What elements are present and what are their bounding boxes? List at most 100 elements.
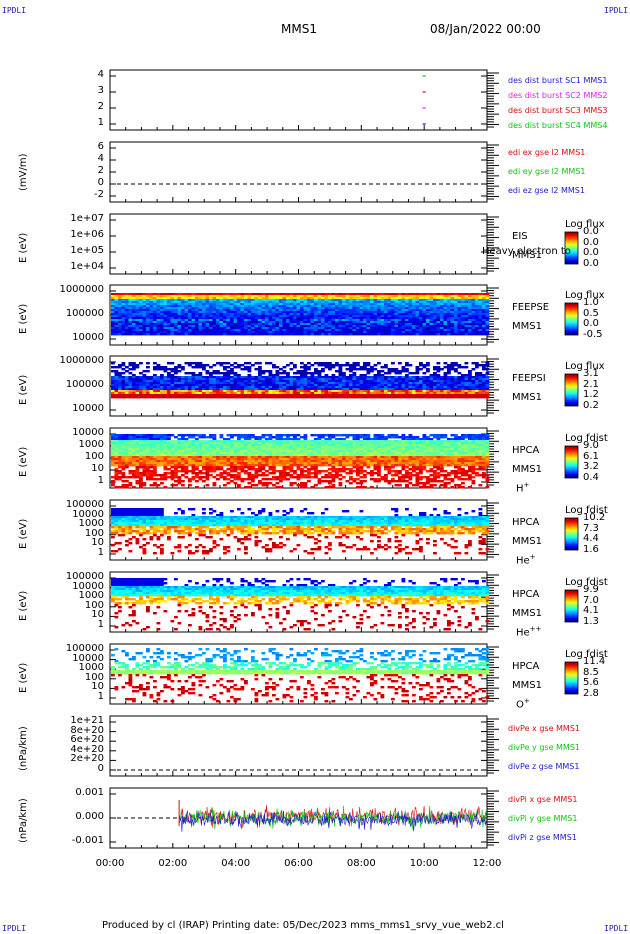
spectrogram-cell [433,325,437,328]
spectrogram-cell [475,299,479,302]
spectrogram-cell [335,384,339,387]
spectrogram-cell [422,293,427,296]
spectrogram-cell [198,325,203,328]
spectrogram-cell [387,315,392,318]
spectrogram-cell [114,331,119,334]
spectrogram-cell [275,301,280,304]
spectrogram-cell [349,309,353,312]
spectrogram-cell [216,386,220,389]
spectrogram-cell [142,319,147,322]
spectrogram-cell [349,293,353,296]
spectrogram-cell [461,392,465,395]
spectrogram-cell [457,382,462,385]
spectrogram-cell [349,315,353,318]
spectrogram-cell [219,384,224,387]
spectrogram-cell [359,317,364,320]
spectrogram-cell [212,305,217,308]
spectrogram-cell [307,317,311,320]
spectrogram-cell [454,309,458,312]
spectrogram-cell [156,366,161,369]
spectrogram-cell [293,382,297,385]
spectrogram-cell [226,394,231,397]
spectrogram-cell [314,311,318,314]
spectrogram-cell [275,329,280,332]
spectrogram-cell [132,329,136,332]
spectrogram-cell [230,368,234,371]
spectrogram-cell [226,392,231,395]
spectrogram-cell [303,325,308,328]
spectrogram-cell [156,303,161,306]
spectrogram-cell [457,366,462,369]
spectrogram-cell [258,396,262,399]
spectrogram-cell [230,388,234,391]
spectrogram-cell [244,303,248,306]
spectrogram-cell [128,327,133,330]
spectrogram-cell [146,370,150,373]
spectrogram-cell [457,327,462,330]
spectrogram-cell [170,295,175,298]
spectrogram-cell [380,366,385,369]
spectrogram-cell [156,309,161,312]
spectrogram-cell [282,301,287,304]
spectrogram-cell [111,384,115,387]
spectrogram-cell [366,301,371,304]
spectrogram-cell [471,313,476,316]
spectrogram-cell [485,311,490,314]
spectrogram-cell [314,301,318,304]
spectrogram-cell [114,313,119,316]
spectrogram-cell [471,309,476,312]
spectrogram-cell [296,327,301,330]
spectrogram-cell [433,311,437,314]
spectrogram-cell [300,331,304,334]
spectrogram-cell [132,297,136,300]
spectrogram-cell [394,331,399,334]
spectrogram-cell [230,331,234,334]
spectrogram-cell [377,382,381,385]
spectrogram-cell [146,315,150,318]
spectrogram-cell [223,319,227,322]
spectrogram-cell [363,309,367,312]
spectrogram-cell [247,301,252,304]
spectrogram-cell [468,309,472,312]
spectrogram-cell [219,331,224,334]
spectrogram-cell [440,388,444,391]
spectrogram-cell [146,323,150,326]
spectrogram-cell [254,305,259,308]
spectrogram-cell [275,384,280,387]
spectrogram-cell [261,303,266,306]
spectrogram-cell [338,303,343,306]
spectrogram-cell [233,331,238,334]
spectrogram-cell [328,366,332,369]
spectrogram-cell [300,384,304,387]
spectrogram-cell [373,295,378,298]
spectrogram-cell [370,392,374,395]
spectrogram-cell [125,297,129,300]
spectrogram-cell [300,374,304,377]
spectrogram-cell [412,329,416,332]
spectrogram-cell [261,380,266,383]
spectrogram-cell [275,325,280,328]
spectrogram-cell [370,396,374,399]
spectrogram-cell [440,303,444,306]
spectrogram-cell [188,325,192,328]
spectrogram-cell [272,293,276,296]
spectrogram-cell [286,376,290,379]
spectrogram-cell [328,384,332,387]
spectrogram-cell [461,329,465,332]
spectrogram-cell [482,323,486,326]
spectrogram-cell [205,295,210,298]
spectrogram-cell [384,305,388,308]
spectrogram-cell [247,329,252,332]
spectrogram-cell [219,364,224,367]
spectrogram-cell [440,301,444,304]
spectrogram-cell [380,331,385,334]
spectrogram-cell [401,370,406,373]
spectrogram-cell [422,297,427,300]
spectrogram-cell [433,323,437,326]
spectrogram-cell [293,394,297,397]
spectrogram-cell [317,317,322,320]
spectrogram-cell [286,315,290,318]
spectrogram-cell [230,317,234,320]
spectrogram-cell [202,301,206,304]
spectrogram-cell [156,484,161,487]
